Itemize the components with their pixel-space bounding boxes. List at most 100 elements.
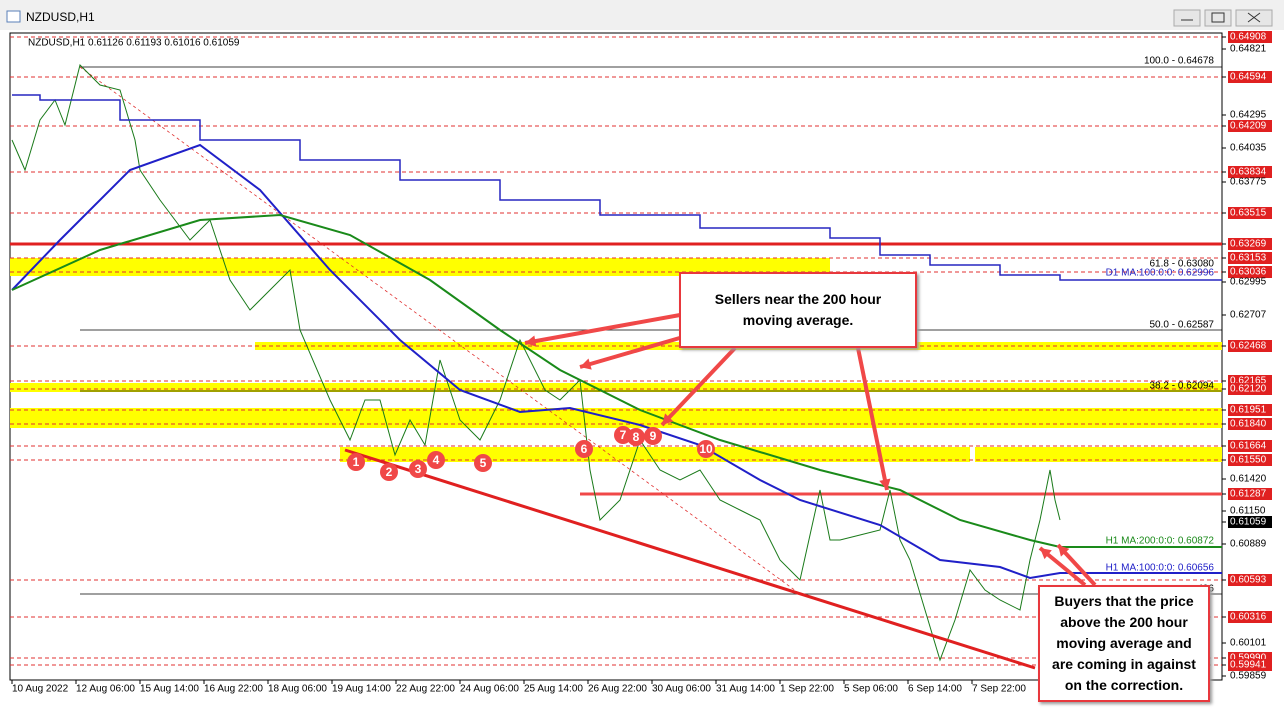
marker-label: 3 xyxy=(415,462,422,476)
level-note: 100.0 - 0.64678 xyxy=(1144,56,1214,67)
level-note: H1 MA:100:0:0: 0.60656 xyxy=(1106,563,1215,574)
time-label: 22 Aug 22:00 xyxy=(396,684,455,695)
price-tag xyxy=(1228,31,1272,43)
level-note: 61.8 - 0.63080 xyxy=(1150,259,1215,270)
time-label: 31 Aug 14:00 xyxy=(716,684,775,695)
time-label: 10 Aug 2022 xyxy=(12,684,69,695)
price-label: 0.61951 xyxy=(1230,405,1267,416)
arrow xyxy=(524,313,681,345)
price-label: 0.63515 xyxy=(1230,208,1267,219)
time-label: 24 Aug 06:00 xyxy=(460,684,519,695)
price-label: 0.62468 xyxy=(1230,341,1267,352)
price-label: 0.64594 xyxy=(1230,72,1267,83)
price-tag xyxy=(1228,440,1272,452)
price-label: 0.59859 xyxy=(1230,671,1267,682)
price-label: 0.61420 xyxy=(1230,474,1267,485)
price-label: 0.61840 xyxy=(1230,419,1267,430)
price-tag xyxy=(1228,120,1272,132)
price-label: 0.59990 xyxy=(1230,653,1267,664)
d1-ma xyxy=(12,94,1222,281)
time-label: 7 Sep 22:00 xyxy=(972,684,1026,695)
time-label: 6 Sep 14:00 xyxy=(908,684,962,695)
time-label: 1 Sep 22:00 xyxy=(780,684,834,695)
time-label: 12 Aug 06:00 xyxy=(76,684,135,695)
price-label: 0.62120 xyxy=(1230,384,1267,395)
arrow-head xyxy=(1058,545,1070,557)
maximize-button[interactable] xyxy=(1204,9,1232,27)
price-label: 0.63036 xyxy=(1230,267,1267,278)
price-label: 0.60593 xyxy=(1230,575,1267,586)
price-tag xyxy=(1228,340,1272,352)
sellers-callout: Sellers near the 200 hour moving average… xyxy=(679,272,917,348)
price-tag xyxy=(1228,383,1272,395)
zone xyxy=(10,383,1222,392)
price-tag xyxy=(1228,207,1272,219)
buyers-callout: Buyers that the price above the 200 hour… xyxy=(1038,585,1210,702)
arrow-head xyxy=(525,335,537,347)
price-label: 0.60889 xyxy=(1230,539,1267,550)
price-tag xyxy=(1228,266,1272,278)
marker-label: 1 xyxy=(353,455,360,469)
price-tag xyxy=(1228,238,1272,250)
price-tag xyxy=(1228,166,1272,178)
price-label: 0.62707 xyxy=(1230,310,1267,321)
arrow-head xyxy=(580,358,592,370)
price-label: 0.60316 xyxy=(1230,612,1267,623)
zone xyxy=(975,447,1222,462)
marker xyxy=(644,427,662,445)
price-tag xyxy=(1228,418,1272,430)
marker-label: 2 xyxy=(386,465,393,479)
marker xyxy=(380,463,398,481)
arrow xyxy=(856,347,889,491)
h1-ma-200 xyxy=(11,213,1222,548)
marker xyxy=(427,451,445,469)
price-label: 0.63269 xyxy=(1230,239,1267,250)
price-label: 0.59941 xyxy=(1230,660,1267,671)
price-label: 0.64908 xyxy=(1230,32,1267,43)
price-label: 0.63834 xyxy=(1230,167,1267,178)
price-label: 0.64821 xyxy=(1230,44,1267,55)
marker xyxy=(409,460,427,478)
price-label: 0.64035 xyxy=(1230,143,1267,154)
arrow xyxy=(660,346,737,427)
price-label: 0.63775 xyxy=(1230,177,1267,188)
level-note: 38.2 - 0.62094 xyxy=(1150,381,1215,392)
price-tag xyxy=(1228,659,1272,671)
window-title: NZDUSD,H1 xyxy=(26,10,95,24)
marker xyxy=(347,453,365,471)
time-label: 19 Aug 14:00 xyxy=(332,684,391,695)
price-tag xyxy=(1228,404,1272,416)
fib-diagonal xyxy=(79,66,801,595)
price-label: 0.62995 xyxy=(1230,277,1267,288)
marker-label: 8 xyxy=(633,430,640,444)
price-tag xyxy=(1228,488,1272,500)
window-icon xyxy=(6,10,21,23)
marker xyxy=(575,440,593,458)
minimize-button[interactable] xyxy=(1173,9,1201,27)
trend-line xyxy=(344,448,1036,670)
title-bar xyxy=(0,0,1284,30)
time-label: 30 Aug 06:00 xyxy=(652,684,711,695)
marker-label: 4 xyxy=(433,453,440,467)
price-label: 0.61150 xyxy=(1230,506,1266,517)
arrow-head xyxy=(879,478,891,490)
price-label: 0.61059 xyxy=(1230,517,1267,528)
marker-label: 5 xyxy=(480,456,487,470)
price-label: 0.60101 xyxy=(1230,638,1267,649)
price-tag xyxy=(1228,611,1272,623)
price-tag xyxy=(1228,71,1272,83)
price-label: 0.61550 xyxy=(1230,455,1267,466)
time-label: 5 Sep 06:00 xyxy=(844,684,898,695)
price-tag xyxy=(1228,454,1272,466)
marker-label: 9 xyxy=(650,429,657,443)
arrow-head xyxy=(662,413,674,425)
arrow xyxy=(579,333,691,369)
time-label: 15 Aug 14:00 xyxy=(140,684,199,695)
marker-label: 6 xyxy=(581,442,588,456)
price-tag xyxy=(1228,574,1272,586)
marker-label: 10 xyxy=(699,442,713,456)
marker-label: 7 xyxy=(620,428,627,442)
marker xyxy=(474,454,492,472)
level-note: D1 MA:100:0:0: 0.62996 xyxy=(1106,268,1215,279)
zone xyxy=(340,447,970,462)
